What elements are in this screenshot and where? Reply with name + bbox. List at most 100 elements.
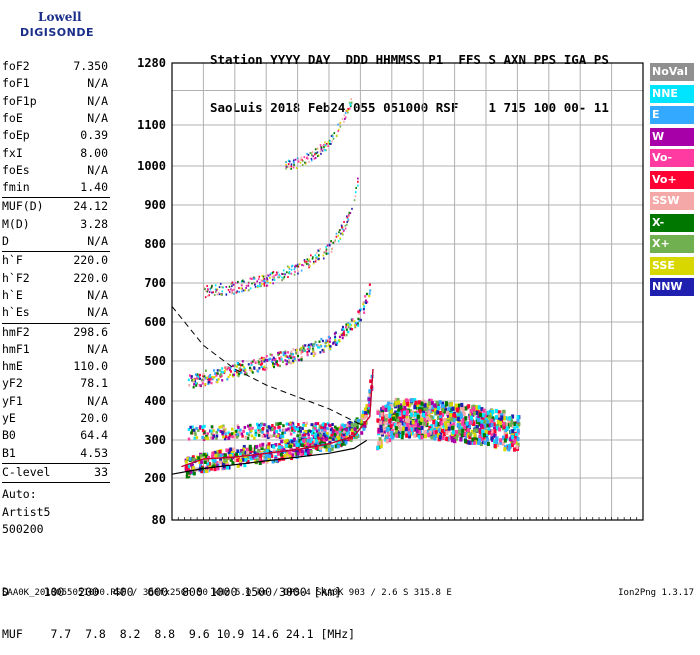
- echo-point: [276, 271, 279, 274]
- echo-point: [357, 317, 360, 321]
- echo-point: [206, 285, 208, 287]
- echo-point: [464, 431, 468, 437]
- echo-point: [224, 458, 228, 462]
- echo-point: [442, 409, 446, 414]
- param-value: 3.28: [80, 216, 108, 231]
- echo-point: [208, 375, 211, 379]
- echo-point: [285, 422, 289, 426]
- echo-point: [302, 423, 305, 427]
- echo-point: [218, 291, 220, 294]
- echo-point: [433, 428, 437, 433]
- echo-point: [279, 434, 283, 438]
- echo-point: [296, 434, 299, 438]
- echo-point: [266, 431, 270, 435]
- echo-point: [278, 276, 280, 279]
- echo-point: [218, 293, 221, 296]
- echo-point: [338, 231, 340, 234]
- echo-point: [460, 402, 464, 408]
- echo-point: [327, 252, 330, 255]
- echo-point: [456, 416, 460, 422]
- echo-point: [221, 367, 224, 370]
- echo-point: [415, 419, 419, 424]
- echo-point: [417, 400, 421, 405]
- echo-point: [244, 369, 247, 372]
- echo-point: [300, 269, 303, 272]
- echo-point: [301, 264, 303, 266]
- echo-point: [321, 339, 324, 343]
- echo-point: [355, 187, 357, 189]
- echo-point: [246, 424, 250, 428]
- echo-point: [342, 333, 345, 337]
- echo-point: [477, 440, 481, 445]
- echo-point: [256, 458, 260, 462]
- echo-point: [297, 429, 300, 433]
- echo-point: [307, 433, 310, 437]
- echo-point: [279, 351, 282, 354]
- echo-point: [220, 370, 223, 373]
- echo-point: [224, 435, 228, 439]
- echo-point: [309, 152, 312, 155]
- echo-point: [226, 378, 229, 381]
- echo-point: [412, 422, 416, 427]
- echo-point: [328, 436, 332, 441]
- echo-point: [288, 455, 292, 459]
- echo-point: [285, 163, 287, 166]
- echo-point: [486, 410, 490, 415]
- echo-point: [492, 422, 496, 427]
- echo-point: [338, 427, 342, 431]
- echo-point: [468, 420, 472, 425]
- echo-point: [333, 433, 337, 437]
- echo-point: [388, 413, 392, 418]
- echo-point: [313, 157, 316, 160]
- echo-point: [278, 425, 281, 429]
- echo-point: [193, 383, 196, 386]
- param-value: 64.4: [80, 428, 108, 443]
- echo-point: [482, 433, 486, 438]
- echo-point: [317, 431, 321, 435]
- echo-point: [452, 418, 456, 423]
- echo-point: [320, 425, 323, 429]
- echo-point: [453, 405, 457, 411]
- echo-point: [502, 435, 506, 440]
- echo-point: [241, 290, 243, 293]
- echo-point: [329, 244, 331, 247]
- echo-point: [471, 437, 475, 442]
- echo-point: [282, 353, 285, 356]
- echo-point: [449, 402, 453, 407]
- echo-point: [273, 365, 276, 369]
- echo-point: [220, 374, 223, 377]
- echo-point: [247, 363, 250, 366]
- echo-point: [282, 428, 285, 432]
- echo-point: [463, 424, 467, 429]
- param-value: 298.6: [73, 324, 108, 339]
- echo-point: [286, 355, 289, 358]
- echo-point: [249, 423, 252, 427]
- echo-point: [272, 434, 276, 438]
- echo-point: [245, 284, 248, 287]
- echo-point: [434, 411, 438, 416]
- echo-point: [250, 278, 253, 280]
- echo-point: [417, 427, 421, 432]
- echo-point: [221, 286, 224, 289]
- echo-point: [280, 439, 284, 444]
- echo-point: [269, 427, 272, 431]
- echo-point: [204, 287, 206, 290]
- param-row: foEp 0.39: [2, 127, 108, 144]
- echo-point: [477, 417, 481, 423]
- echo-point: [272, 282, 274, 285]
- echo-point: [315, 256, 317, 259]
- param-label: h`E: [2, 287, 23, 302]
- echo-point: [249, 455, 253, 459]
- echo-point: [273, 428, 277, 432]
- echo-point: [229, 447, 233, 452]
- echo-point: [494, 408, 498, 414]
- legend-item-nne: NNE: [650, 84, 694, 103]
- echo-point: [493, 429, 497, 434]
- echo-point: [345, 423, 349, 428]
- legend-item-x: X-: [650, 213, 694, 232]
- echo-point: [196, 373, 199, 376]
- echo-point: [452, 438, 456, 444]
- echo-point: [336, 444, 340, 449]
- autoscaling-line2: Artist5: [2, 504, 51, 519]
- echo-point: [195, 436, 199, 440]
